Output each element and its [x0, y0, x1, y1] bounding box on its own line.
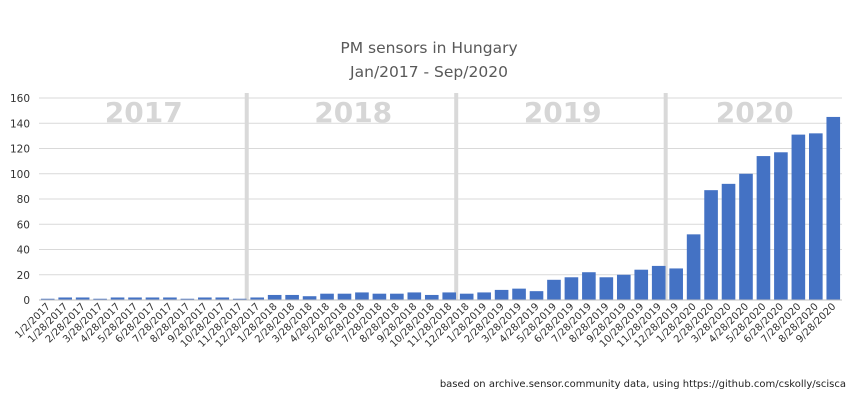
- bar-11/28/2017: [232, 298, 247, 300]
- y-tick-label: 100: [10, 169, 30, 181]
- bar-4/28/2018: [320, 293, 334, 300]
- bar-1/28/2017: [58, 297, 72, 300]
- bar-12/28/2018: [459, 293, 474, 300]
- bar-5/28/2019: [547, 279, 561, 300]
- bar-5/28/2018: [337, 293, 352, 300]
- chart-title-line-1: PM sensors in Hungary: [340, 39, 517, 57]
- y-tick-label: 40: [17, 245, 30, 257]
- bar-9/28/2017: [198, 297, 212, 300]
- bar-6/28/2018: [355, 292, 369, 300]
- bar-4/28/2019: [529, 291, 544, 300]
- bar-2/28/2018: [285, 294, 299, 300]
- bar-1/2/2017: [40, 298, 55, 300]
- bar-3/28/2018: [302, 296, 317, 300]
- bar-3/28/2019: [512, 288, 526, 300]
- chart-title-line-2: Jan/2017 - Sep/2020: [349, 63, 508, 81]
- y-tick-label: 120: [10, 144, 30, 156]
- bar-2/28/2019: [494, 289, 509, 300]
- bar-2/28/2020: [704, 190, 718, 300]
- bar-3/28/2017: [93, 298, 107, 300]
- y-tick-label: 140: [10, 118, 30, 130]
- bar-9/28/2019: [616, 274, 631, 300]
- bar-10/28/2018: [424, 294, 439, 300]
- bar-10/28/2017: [215, 297, 230, 300]
- y-tick-label: 60: [17, 219, 30, 231]
- year-dividers: [244, 93, 668, 300]
- bar-8/28/2017: [180, 298, 195, 300]
- year-label-2018: 2018: [314, 96, 392, 129]
- bar-4/28/2017: [110, 297, 125, 300]
- y-axis-ticks: 0 20 40 60 80 100 120 140 160: [10, 93, 30, 307]
- bar-8/28/2018: [390, 293, 404, 300]
- bars: [40, 116, 841, 300]
- bar-6/28/2017: [145, 297, 160, 300]
- year-label-2017: 2017: [105, 96, 183, 129]
- bar-8/28/2019: [599, 277, 614, 300]
- year-labels: 2017 2018 2019 2020: [105, 96, 794, 129]
- year-label-2019: 2019: [524, 96, 602, 129]
- bar-6/28/2020: [774, 152, 788, 300]
- bar-10/28/2019: [634, 269, 649, 300]
- bar-5/28/2020: [756, 156, 771, 300]
- bar-1/28/2018: [267, 294, 282, 300]
- bar-12/28/2017: [250, 297, 265, 300]
- bar-11/28/2018: [442, 292, 457, 300]
- source-note: based on archive.sensor.community data, …: [440, 379, 846, 390]
- bar-11/28/2019: [651, 265, 666, 300]
- gridlines: [39, 97, 842, 301]
- bar-7/28/2017: [163, 297, 177, 300]
- x-axis-ticks: 1/2/20171/28/20172/28/20173/28/20174/28/…: [13, 301, 838, 350]
- bar-9/28/2020: [826, 116, 841, 300]
- bar-7/28/2020: [791, 134, 806, 300]
- bar-8/28/2020: [809, 133, 823, 300]
- bar-9/28/2018: [407, 292, 422, 300]
- y-tick-label: 0: [23, 295, 30, 307]
- bar-6/28/2019: [564, 277, 579, 300]
- bar-4/28/2020: [739, 173, 753, 300]
- year-label-2020: 2020: [716, 96, 794, 129]
- bar-3/28/2020: [721, 183, 736, 300]
- bar-1/28/2020: [686, 234, 701, 300]
- bar-5/28/2017: [128, 297, 142, 300]
- y-tick-label: 80: [17, 194, 30, 206]
- bar-7/28/2018: [372, 293, 387, 300]
- bar-12/28/2019: [669, 268, 683, 300]
- y-tick-label: 20: [17, 270, 30, 282]
- bar-1/28/2019: [477, 292, 491, 300]
- bar-7/28/2019: [582, 272, 596, 300]
- y-tick-label: 160: [10, 93, 30, 105]
- bar-2/28/2017: [75, 297, 90, 300]
